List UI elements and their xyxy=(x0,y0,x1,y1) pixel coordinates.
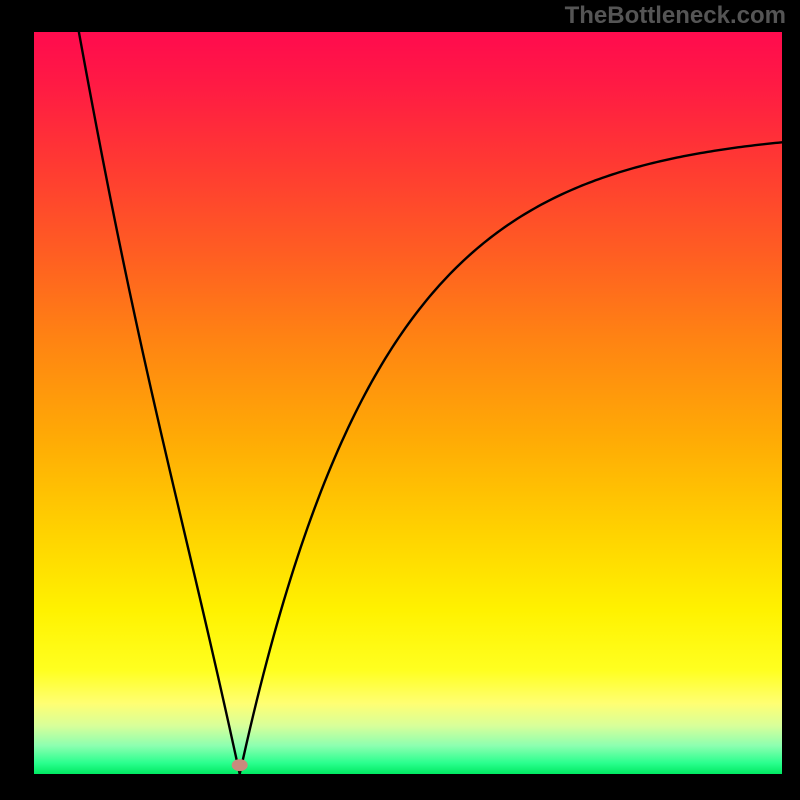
optimal-point-marker xyxy=(232,759,248,771)
watermark-text: TheBottleneck.com xyxy=(565,2,786,30)
gradient-background xyxy=(34,32,782,774)
bottleneck-chart xyxy=(34,32,782,774)
chart-svg xyxy=(34,32,782,774)
